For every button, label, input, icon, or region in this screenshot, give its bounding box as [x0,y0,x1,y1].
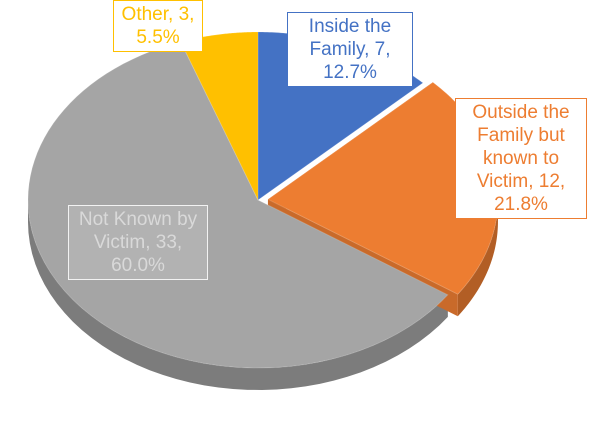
label-value: 33 [155,232,177,253]
label-percentage: 5.5% [136,27,180,48]
label-percentage: 21.8% [494,194,548,215]
label-category: Outside the Family but known to Victim [472,102,570,192]
data-label: Other, 3, 5.5% [113,0,203,52]
slice-side [457,199,498,317]
label-value: 7 [374,39,386,60]
slice [27,41,449,369]
label-category: Inside the Family [308,16,392,60]
label-value: 12 [538,171,560,192]
label-category: Other [121,4,169,25]
label-category: Not Known by Victim [78,209,198,253]
data-label: Not Known by Victim, 33, 60.0% [68,205,208,280]
data-label: Inside the Family, 7, 12.7% [287,12,413,87]
data-label: Outside the Family but known to Victim, … [455,98,587,219]
label-percentage: 60.0% [111,255,165,276]
slice-side [28,200,448,390]
label-value: 3 [178,4,190,25]
label-percentage: 12.7% [323,62,377,83]
